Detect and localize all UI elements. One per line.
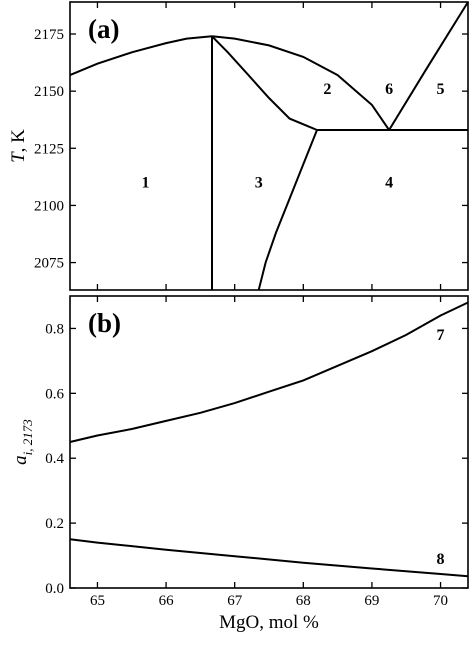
panel-0-label-6: 6 xyxy=(385,81,393,98)
x-tick-label: 68 xyxy=(296,593,311,609)
x-tick-label: 66 xyxy=(159,593,175,609)
panel-b: 65 66 67 68 69 700.00.20.40.60.8 78 (b) ai, 2… xyxy=(10,295,469,633)
panel-0-label-4: 4 xyxy=(385,175,393,192)
x-axis-label: MgO, mol % xyxy=(219,612,319,633)
x-tick-label: 70 xyxy=(433,593,448,609)
panel-0-series-0-line xyxy=(69,35,213,77)
panel-b-label: (b) xyxy=(88,308,121,338)
panel-1-series-1-line xyxy=(69,538,469,578)
panel-1-y-tick-label: 0.2 xyxy=(45,516,64,532)
panel-0-label-5: 5 xyxy=(437,81,445,98)
panel-1-y-tick-label: 0.4 xyxy=(45,451,64,467)
panel-0-y-tick-label: 2125 xyxy=(34,141,64,157)
x-tick-label: 67 xyxy=(227,593,243,609)
panel-0-label-2: 2 xyxy=(323,81,331,98)
panel-b-y-axis-label: ai, 2173 xyxy=(10,419,35,465)
panel-1-label-8: 8 xyxy=(437,551,445,568)
panel-0-y-tick-label: 2100 xyxy=(34,198,64,214)
panel-0-series-2-line xyxy=(211,35,318,131)
panel-0-series-6-line xyxy=(257,129,318,291)
panel-a-frame xyxy=(69,1,469,291)
panel-0-y-tick-label: 2075 xyxy=(34,256,64,272)
panel-a-y-axis-label: T, K xyxy=(8,129,29,163)
panel-1-y-tick-label: 0.0 xyxy=(45,581,64,597)
panel-0-series-1-line xyxy=(211,35,390,131)
panel-a-curves xyxy=(69,1,469,291)
panel-a-ticks: 2075 2100 2125 2150 2175 xyxy=(34,2,468,290)
panel-0-y-tick-label: 2175 xyxy=(34,27,64,43)
panel-1-y-tick-label: 0.8 xyxy=(45,321,64,337)
panel-1-series-0-line xyxy=(69,301,469,443)
panel-a: 2075 2100 2125 2150 2175 1 2 3 4 5 6 (a) T, K xyxy=(8,1,469,291)
panel-1-y-tick-label: 0.6 xyxy=(45,386,64,402)
panel-b-ticks: 65 66 67 68 69 70 0.0 0.2 0.4 0.6 0.8 xyxy=(45,296,468,609)
panel-0-label-3: 3 xyxy=(255,175,263,192)
x-tick-label: 69 xyxy=(364,593,379,609)
x-tick-label: 65 xyxy=(90,593,105,609)
panel-0-y-tick-label: 2150 xyxy=(34,84,64,100)
panel-0-series-3-line xyxy=(388,1,469,131)
panel-b-series-labels: 78 xyxy=(437,327,445,568)
panel-a-region-labels: 1 2 3 4 5 6 xyxy=(141,81,444,192)
panel-b-curves xyxy=(69,301,469,578)
panel-a-label: (a) xyxy=(88,14,119,44)
panel-0-label-1: 1 xyxy=(141,175,149,192)
panel-b-frame xyxy=(69,295,469,589)
panel-1-label-7: 7 xyxy=(437,327,445,344)
